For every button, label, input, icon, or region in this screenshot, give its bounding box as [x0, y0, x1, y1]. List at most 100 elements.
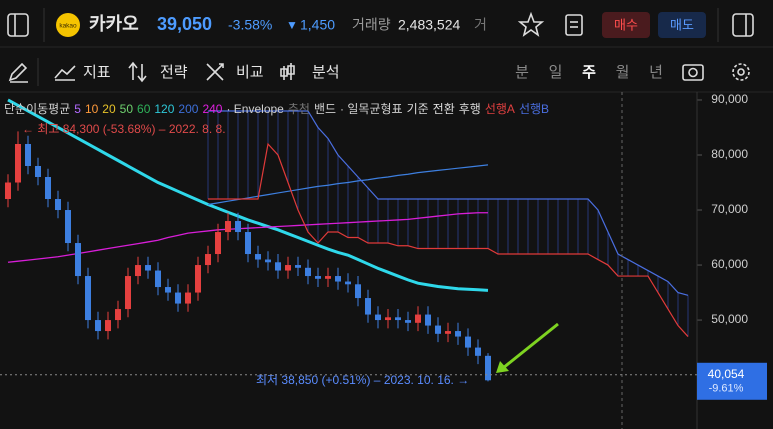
icon-part: [688, 67, 698, 78]
overlay: 40,054 -9.61%: [0, 362, 767, 400]
legend-item: · Envelope: [226, 102, 284, 116]
candle-body: [155, 270, 161, 288]
change: 1,450: [300, 17, 335, 33]
candle-body: [175, 292, 181, 304]
legend-item: 50: [120, 102, 134, 116]
candle-body: [255, 254, 261, 260]
sell-label: 매도: [670, 17, 694, 32]
y-tick-label: 60,000: [711, 257, 748, 271]
stock-name: 카카오: [89, 14, 139, 34]
draw-tool[interactable]: [8, 62, 28, 83]
series-line: [207, 164, 489, 206]
candle-body: [115, 309, 121, 321]
candle-body: [135, 265, 141, 277]
candle-body: [5, 182, 11, 200]
period-tab[interactable]: 년: [649, 64, 663, 81]
period-tab[interactable]: 분: [515, 64, 529, 81]
volume: 2,483,524: [398, 17, 460, 33]
candle-body: [405, 320, 411, 323]
legend-item: 선행B: [519, 101, 549, 116]
tool-label[interactable]: 지표: [83, 64, 111, 81]
candle-body: [265, 259, 271, 263]
legend-item: 10: [85, 102, 99, 116]
y-tick-label: 50,000: [711, 312, 748, 326]
period-tab[interactable]: 주: [582, 64, 596, 81]
candle-body: [215, 232, 221, 255]
sidebar-toggle[interactable]: [7, 13, 29, 37]
candle-body: [455, 331, 461, 337]
candle-body: [395, 317, 401, 321]
panel-toggle[interactable]: [732, 13, 754, 37]
logo-text: kakao: [59, 23, 77, 30]
candle-body: [225, 221, 231, 233]
candle-body: [95, 320, 101, 332]
candle-body: [35, 166, 41, 178]
candle-body: [435, 325, 441, 334]
logo: [56, 13, 80, 37]
candle-body: [335, 276, 341, 282]
legend-item: 선행A: [485, 101, 515, 116]
legend-item: 단순이동평균: [4, 102, 70, 116]
series-line: [208, 110, 689, 296]
settings[interactable]: [732, 63, 750, 81]
legend-item: 5: [74, 102, 81, 116]
series-line: [208, 142, 689, 337]
tools: 지표 전략 비교 분석: [83, 64, 340, 81]
change-pct: -3.58%: [228, 17, 272, 33]
legend-item: · 일목균형표: [340, 102, 403, 116]
candle-body: [15, 143, 21, 183]
candle-body: [355, 284, 361, 299]
legend-item: 추천: [288, 101, 310, 116]
legend-item: 후행: [459, 101, 481, 116]
candle-body: [425, 314, 431, 326]
candle-body: [165, 287, 171, 293]
period-tab[interactable]: 일: [549, 64, 563, 81]
legend-item: 240: [202, 102, 222, 116]
series-line: [7, 98, 489, 292]
legend-item: 200: [178, 102, 198, 116]
candle-body: [185, 292, 191, 304]
tool-label[interactable]: 비교: [236, 64, 264, 81]
price-tag-change: -9.61%: [709, 383, 744, 395]
candle-body: [485, 355, 491, 381]
y-tick-label: 90,000: [711, 92, 748, 106]
candle-body: [55, 199, 61, 211]
screenshot[interactable]: [682, 64, 704, 81]
candle-body: [445, 331, 451, 334]
legend: 단순이동평균 5 10 20 50 60 120 200 240 · Envelope 추천 밴드 · …: [4, 101, 549, 116]
buy-label: 매수: [614, 17, 638, 32]
candle-body: [275, 262, 281, 271]
candle-body: [85, 276, 91, 321]
candle-body: [475, 347, 481, 356]
tool-label[interactable]: 분석: [312, 64, 340, 81]
candle-body: [325, 276, 331, 279]
legend-item: 60: [137, 102, 151, 116]
candle-body: [375, 314, 381, 321]
legend-item: 전환: [433, 102, 455, 116]
price: 39,050: [157, 14, 212, 34]
strategy-icon: [128, 61, 147, 83]
candle-body: [125, 276, 131, 310]
price-tag: [697, 362, 767, 400]
compare-icon: [206, 63, 224, 81]
y-tick-label: 80,000: [711, 147, 748, 161]
candle-body: [295, 265, 301, 268]
candle-body: [145, 265, 151, 271]
tool-label[interactable]: 전략: [160, 64, 188, 81]
period-tab[interactable]: 월: [616, 64, 630, 81]
candle-body: [305, 267, 311, 277]
candle-body: [465, 336, 471, 348]
volume-cut: 거: [474, 17, 487, 33]
sell-button[interactable]: [658, 12, 706, 38]
favorite[interactable]: [517, 11, 545, 37]
price-tag-label: 40,054: [708, 367, 745, 381]
candle-body: [285, 265, 291, 271]
buy-button[interactable]: [602, 12, 650, 38]
legend-item: 20: [102, 102, 116, 116]
icon-part: [737, 68, 745, 76]
analysis-icon: [280, 63, 295, 80]
memo[interactable]: [565, 14, 583, 36]
